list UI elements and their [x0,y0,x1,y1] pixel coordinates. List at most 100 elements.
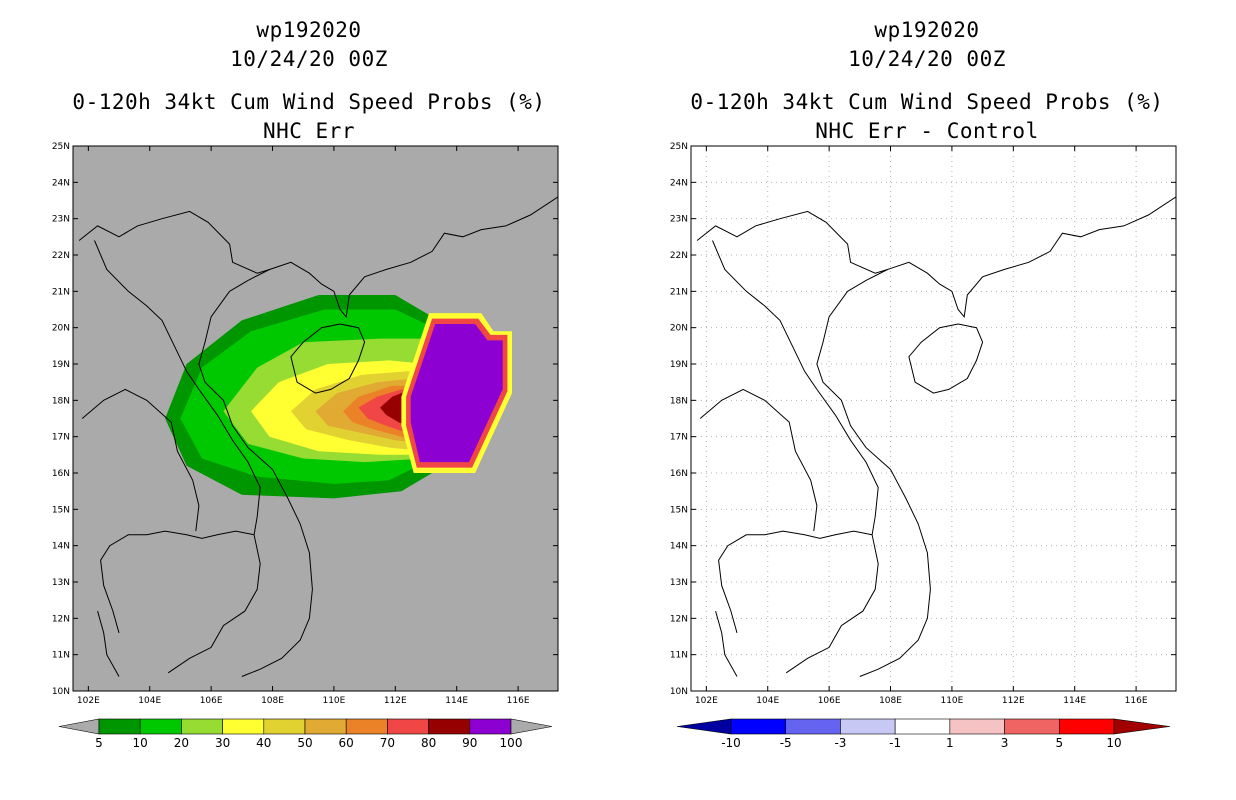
colorbar-label: 50 [297,736,312,750]
border-1 [94,240,261,535]
colorbar-label: 40 [256,736,271,750]
lon-tick-label: 108E [261,696,284,706]
lat-tick-label: 11N [670,651,688,661]
prob-contour-100 [410,324,503,463]
colorbar-label: 90 [462,736,477,750]
border-3 [167,534,261,674]
lon-tick-label: 104E [138,696,161,706]
colorbar-over-arrow [510,718,553,735]
colorbar-swatch [181,718,223,735]
right-storm-id: wp192020 [874,18,980,42]
lon-tick-label: 112E [384,696,407,706]
colorbar-swatch [222,718,265,735]
lat-tick-label: 21N [670,287,688,297]
left-colorbar: 5 10 20 30 40 50 60 70 80 90 100 [58,718,553,750]
lat-tick-label: 18N [52,396,70,406]
lat-tick-label: 12N [52,614,70,624]
lat-tick-label: 10N [52,687,70,697]
colorbar-swatch [1004,718,1060,735]
colorbar-swatch [840,718,896,735]
coastline-1 [847,196,1176,318]
right-map-frame [690,145,1177,692]
left-product-title: 0-120h 34kt Cum Wind Speed Probs (%) [72,90,546,114]
colorbar-swatch [387,718,429,735]
lat-tick-label: 21N [52,287,70,297]
lat-tick-label: 17N [670,433,688,443]
right-map-background [691,146,1176,691]
colorbar-swatch [428,718,471,735]
border-4 [81,388,200,532]
colorbar-label: 10 [1106,736,1121,750]
colorbar-label: 1 [946,736,954,750]
lat-tick-label: 19N [52,360,70,370]
colorbar-swatch [345,718,388,735]
left-storm-id: wp192020 [256,18,362,42]
lon-tick-label: 116E [507,696,530,706]
colorbar-label: 30 [215,736,230,750]
coastline-2 [290,323,366,394]
lat-tick-label: 24N [52,178,70,188]
lat-tick-label: 18N [670,396,688,406]
lon-tick-label: 108E [879,696,902,706]
colorbar-swatch [304,718,347,735]
colorbar-label: 3 [1001,736,1009,750]
lat-tick-label: 14N [52,542,70,552]
lon-tick-label: 114E [445,696,468,706]
coastline-3 [715,610,738,677]
lon-tick-label: 106E [818,696,841,706]
coastline-0 [198,291,313,677]
right-datetime: 10/24/20 00Z [848,47,1006,71]
colorbar-label: -3 [834,736,846,750]
colorbar-label: 70 [380,736,395,750]
lat-tick-label: 13N [52,578,70,588]
left-map-panel: 102E 104E 106E 108E 110E 112E 114E 116E 10N 11N 12… [52,142,559,706]
left-subtitle: NHC Err [262,119,355,143]
lat-tick-label: 20N [670,324,688,334]
colorbar-label: -1 [889,736,901,750]
lon-tick-label: 102E [695,696,718,706]
lon-tick-label: 114E [1063,696,1086,706]
lat-tick-label: 19N [670,360,688,370]
colorbar-under-arrow [58,718,100,735]
colorbar-swatch [263,718,306,735]
colorbar-swatch [98,718,141,735]
colorbar-label: -5 [780,736,792,750]
colorbar-swatch [1058,718,1115,735]
colorbar-swatch [730,718,787,735]
lat-tick-label: 14N [670,542,688,552]
lat-tick-label: 16N [670,469,688,479]
lat-tick-label: 17N [52,433,70,443]
lon-tick-label: 102E [77,696,100,706]
colorbar-over-arrow [1113,718,1171,735]
right-map-panel: 102E 104E 106E 108E 110E 112E 114E 116E 10N 11N 12… [670,142,1177,706]
colorbar-under-arrow [676,718,732,735]
border-2 [100,530,255,634]
lat-tick-label: 22N [670,251,688,261]
coastline-3 [97,610,120,677]
border-1 [712,240,879,535]
colorbar-label: 80 [421,736,436,750]
lat-tick-label: 23N [52,215,70,225]
colorbar-label: 5 [95,736,103,750]
lon-tick-label: 110E [322,696,345,706]
border-3 [785,534,879,674]
lat-tick-label: 12N [670,614,688,624]
colorbar-label: 10 [133,736,148,750]
left-map-frame [72,145,559,692]
colorbar-label: 60 [339,736,354,750]
coastline-2 [908,323,984,394]
lat-tick-label: 20N [52,324,70,334]
lat-tick-label: 11N [52,651,70,661]
border-0 [696,210,888,274]
colorbar-label: 100 [500,736,523,750]
right-colorbar: -10 -5 -3 -1 1 3 5 10 [676,718,1171,750]
colorbar-swatch [785,718,841,735]
colorbar-swatch [894,718,951,735]
lat-tick-label: 15N [670,505,688,515]
lat-tick-label: 15N [52,505,70,515]
colorbar-swatch [469,718,512,735]
lat-tick-label: 22N [52,251,70,261]
lat-tick-label: 24N [670,178,688,188]
lat-tick-label: 25N [52,142,70,152]
